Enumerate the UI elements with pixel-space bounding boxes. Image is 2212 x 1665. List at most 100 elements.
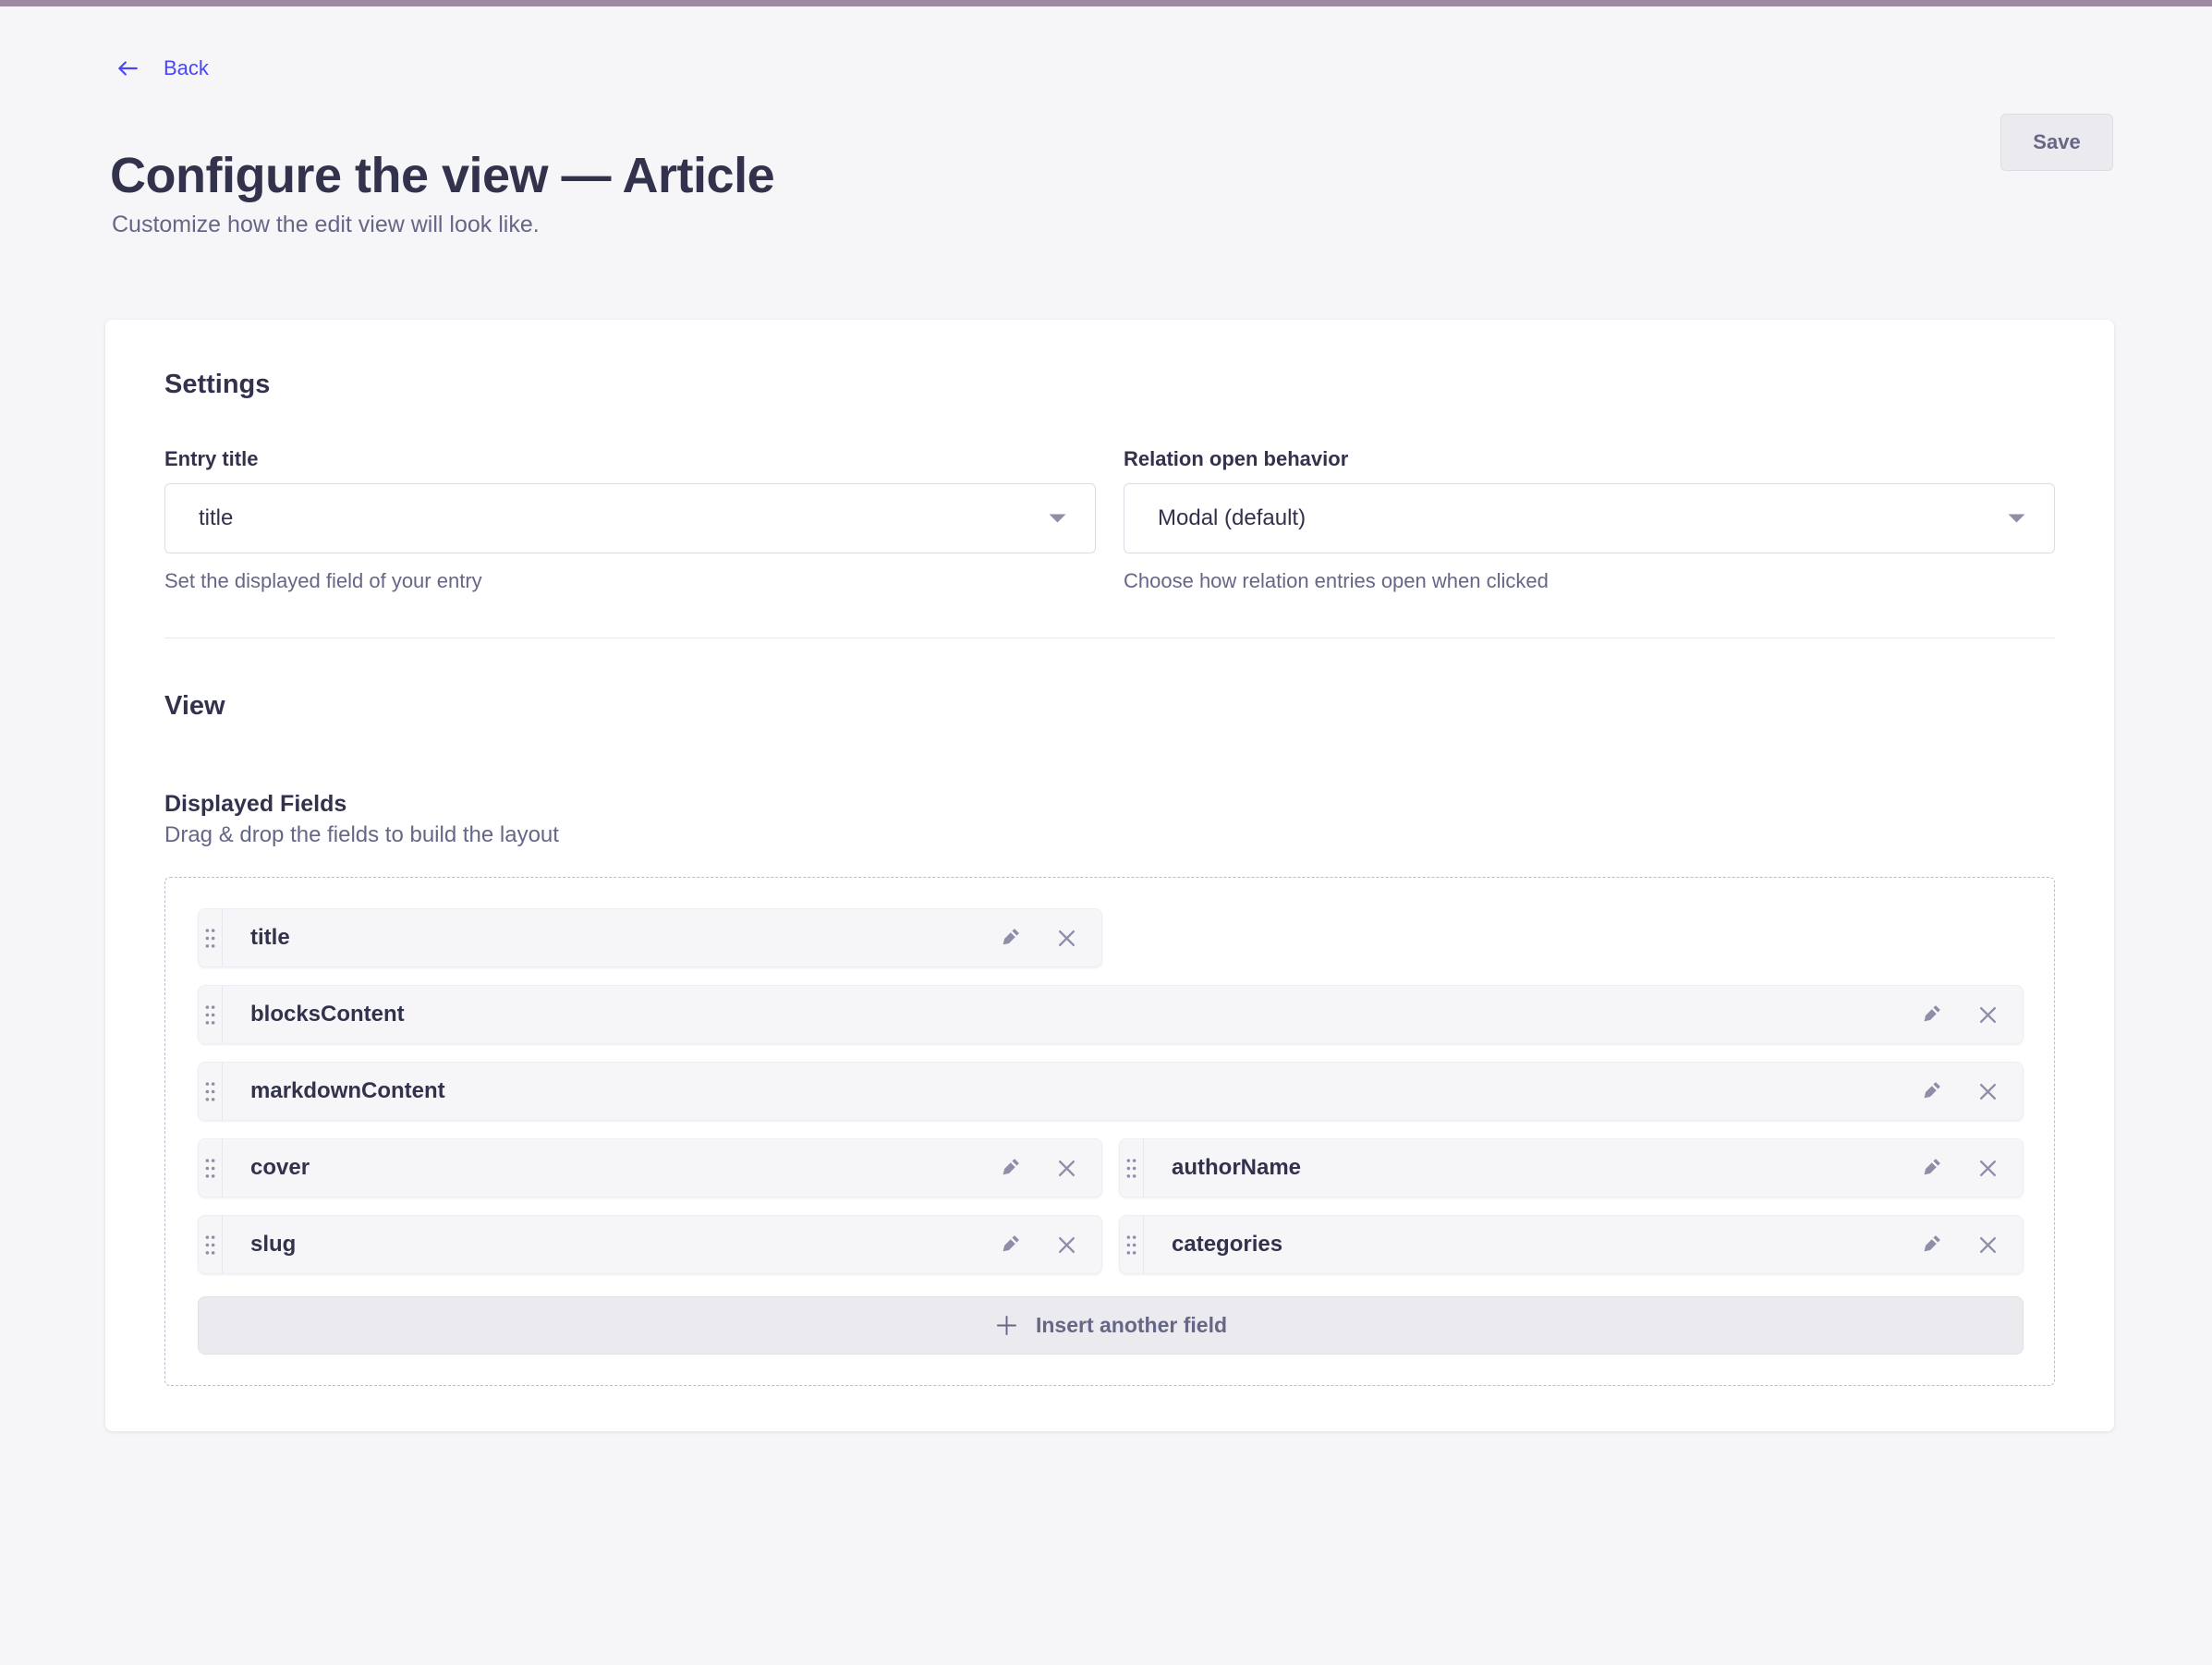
entry-title-hint: Set the displayed field of your entry [164, 569, 482, 592]
field-spacer [1282, 1216, 1918, 1273]
field-label: blocksContent [250, 1002, 405, 1027]
relation-behavior-hint: Choose how relation entries open when cl… [1124, 569, 1549, 592]
close-icon [1059, 930, 1075, 946]
relation-behavior-select[interactable]: Modal (default) [1124, 483, 2055, 553]
close-icon [1980, 1083, 1996, 1100]
pencil-icon [1924, 1005, 1940, 1022]
entry-title-label: Entry title [164, 447, 259, 470]
displayed-fields-hint: Drag & drop the fields to build the layo… [164, 822, 559, 847]
field-card: categories [1119, 1215, 2024, 1274]
caret-down-icon [1049, 514, 1066, 523]
configuration-card: Settings Entry title title Set the displ… [105, 320, 2114, 1431]
settings-grid: Entry title title Set the displayed fiel… [164, 446, 2055, 594]
field-row: blocksContent [198, 985, 2024, 1044]
back-label: Back [164, 56, 209, 79]
entry-title-select[interactable]: title [164, 483, 1096, 553]
field-spacer [310, 1139, 997, 1197]
drag-handle[interactable] [1120, 1139, 1144, 1197]
drag-handle[interactable] [199, 1063, 223, 1120]
pencil-icon [1003, 1235, 1019, 1252]
edit-field-button[interactable] [1918, 1232, 1944, 1258]
back-link[interactable]: Back [114, 54, 209, 83]
field-row: markdownContent [198, 1062, 2024, 1121]
field-card: authorName [1119, 1138, 2024, 1197]
page-title: Configure the view — Article [110, 148, 775, 204]
pencil-icon [1924, 1082, 1940, 1099]
layout-drop-zone: title [164, 877, 2055, 1386]
remove-field-button[interactable] [1054, 1233, 1079, 1258]
edit-field-button[interactable] [1918, 1155, 1944, 1181]
field-actions [1918, 986, 2023, 1043]
remove-field-button[interactable] [1975, 1003, 2000, 1027]
field-actions [997, 909, 1101, 966]
field-actions [997, 1216, 1101, 1273]
drag-handle[interactable] [199, 1216, 223, 1273]
field-spacer [290, 909, 997, 966]
page-subtitle: Customize how the edit view will look li… [112, 212, 540, 237]
drag-handle-icon [205, 1234, 215, 1255]
field-spacer [296, 1216, 997, 1273]
entry-title-group: Entry title title Set the displayed fiel… [164, 446, 1096, 594]
field-row: title [198, 908, 2024, 967]
pencil-icon [1003, 929, 1019, 945]
remove-field-button[interactable] [1054, 1156, 1079, 1181]
remove-field-button[interactable] [1975, 1156, 2000, 1181]
field-label: authorName [1172, 1155, 1302, 1180]
top-accent-bar [0, 0, 2212, 6]
field-spacer [445, 1063, 1918, 1120]
drag-handle-icon [205, 1158, 215, 1178]
drag-handle[interactable] [199, 909, 223, 966]
edit-field-button[interactable] [997, 925, 1023, 951]
relation-behavior-group: Relation open behavior Modal (default) C… [1124, 446, 2055, 594]
remove-field-button[interactable] [1975, 1233, 2000, 1258]
field-label: cover [250, 1155, 310, 1180]
field-card: markdownContent [198, 1062, 2024, 1121]
remove-field-button[interactable] [1975, 1079, 2000, 1104]
arrow-left-icon [118, 61, 138, 76]
relation-behavior-label: Relation open behavior [1124, 447, 1349, 470]
drag-handle-icon [1126, 1234, 1136, 1255]
close-icon [1059, 1160, 1075, 1176]
save-button[interactable]: Save [2000, 114, 2113, 171]
field-card: slug [198, 1215, 1102, 1274]
field-label: slug [250, 1232, 297, 1257]
field-actions [1918, 1063, 2023, 1120]
drag-handle[interactable] [1120, 1216, 1144, 1273]
field-card: cover [198, 1138, 1102, 1197]
drag-handle[interactable] [199, 986, 223, 1043]
field-actions [997, 1139, 1101, 1197]
field-spacer [405, 986, 1918, 1043]
edit-field-button[interactable] [997, 1155, 1023, 1181]
fields-grid: title [198, 908, 2024, 1274]
close-icon [1980, 1160, 1996, 1176]
close-icon [1980, 1006, 1996, 1023]
relation-behavior-value: Modal (default) [1158, 505, 1307, 530]
field-card: title [198, 908, 1102, 967]
close-icon [1980, 1236, 1996, 1253]
entry-title-value: title [199, 505, 234, 530]
pencil-icon [1924, 1159, 1940, 1175]
displayed-fields-title: Displayed Fields [164, 791, 347, 817]
drag-handle-icon [1126, 1158, 1136, 1178]
edit-field-button[interactable] [997, 1232, 1023, 1258]
field-label: categories [1172, 1232, 1283, 1257]
insert-field-label: Insert another field [1035, 1313, 1228, 1337]
settings-heading: Settings [164, 370, 271, 399]
field-card: blocksContent [198, 985, 2024, 1044]
field-actions [1918, 1139, 2023, 1197]
field-row: slug [198, 1215, 2024, 1274]
field-label: title [250, 925, 290, 950]
close-icon [1059, 1236, 1075, 1253]
insert-field-button[interactable]: Insert another field [198, 1296, 2024, 1355]
drag-handle-icon [205, 1081, 215, 1101]
edit-field-button[interactable] [1918, 1002, 1944, 1027]
pencil-icon [1924, 1235, 1940, 1252]
field-actions [1918, 1216, 2023, 1273]
edit-field-button[interactable] [1918, 1078, 1944, 1104]
field-label: markdownContent [250, 1078, 445, 1103]
field-row: cover [198, 1138, 2024, 1197]
field-spacer [1301, 1139, 1918, 1197]
caret-down-icon [2008, 514, 2025, 523]
drag-handle[interactable] [199, 1139, 223, 1197]
remove-field-button[interactable] [1054, 926, 1079, 951]
